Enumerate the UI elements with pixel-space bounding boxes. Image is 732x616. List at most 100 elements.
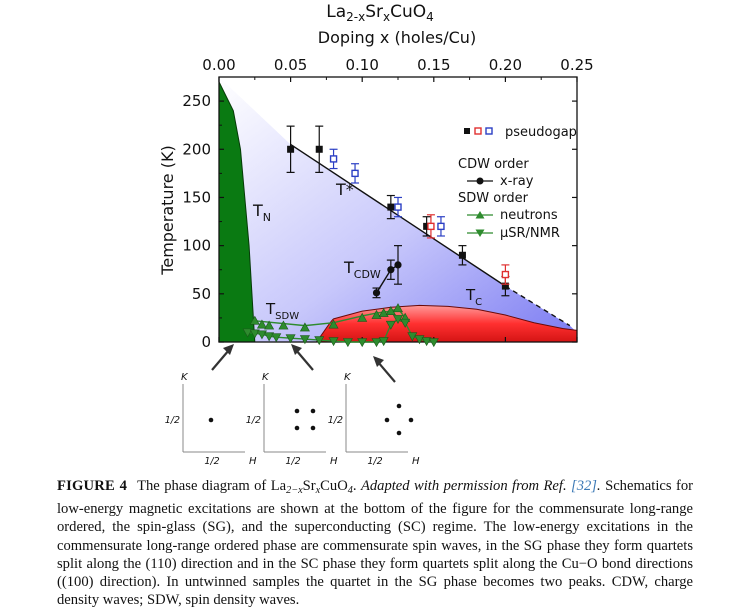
excitation-insets: K H 1/2 1/2 K H 1/2 1/2 K H 1/2 1/2 — [165, 372, 420, 467]
tstar-label: T* — [335, 180, 354, 199]
legend-marker-pseudogap-filled — [464, 128, 470, 134]
data-point-square — [287, 145, 295, 153]
inset-peak-dot — [294, 408, 300, 414]
legend-neutrons-label: neutrons — [500, 208, 558, 223]
data-point-circle — [394, 261, 402, 269]
plot-axes: 0.00 0.05 0.10 0.15 0.20 0.25 0 50 100 150 200 250 — [182, 56, 593, 351]
caption-ref-link[interactable]: [32] — [571, 478, 597, 494]
legend-neutrons-marker — [475, 211, 485, 219]
y-tick-label: 250 — [182, 92, 211, 110]
inset-k-tick-label: 1/2 — [328, 415, 343, 426]
data-point-triangle-down — [400, 318, 411, 328]
caption-sub-3: 4 — [347, 485, 353, 496]
x-tick-label: 0.25 — [560, 56, 593, 74]
data-point-circle — [387, 266, 395, 274]
data-point-triangle-down — [299, 335, 310, 345]
caption-text-1: The phase diagram of La — [137, 478, 287, 494]
data-point-triangle-up — [385, 306, 396, 315]
plot-marks — [242, 125, 510, 348]
tcdw-label: TCDW — [343, 258, 381, 281]
x-axis-label: Doping x (holes/Cu) — [318, 28, 476, 47]
inset-k-label: K — [262, 372, 270, 383]
inset-3: K H 1/2 1/2 — [328, 372, 420, 467]
data-point-triangle-up — [299, 322, 310, 332]
inset-peak-dot — [310, 425, 316, 431]
x-tick-label: 0.10 — [345, 56, 378, 74]
y-tick-label: 100 — [182, 237, 211, 255]
data-point-triangle-down — [271, 333, 282, 343]
data-point-triangle-up — [328, 319, 339, 329]
caption-body: Schematics for low-energy magnetic excit… — [57, 478, 693, 609]
x-tick-label: 0.05 — [274, 56, 307, 74]
data-point-triangle-down — [407, 332, 418, 342]
arrow-1-head — [223, 344, 234, 355]
data-point-triangle-down — [428, 338, 439, 348]
inset-1: K H 1/2 1/2 — [165, 372, 257, 467]
data-point-triangle-up — [278, 320, 289, 330]
figure-caption: FIGURE 4 The phase diagram of La2−xSrxCuO… — [57, 477, 693, 609]
x-tick-label: 0.00 — [202, 56, 235, 74]
data-point-open-square — [437, 222, 445, 231]
legend: pseudogap CDW order x-ray SDW order neut… — [458, 125, 577, 241]
data-point-triangle-up — [264, 320, 275, 330]
y-tick-label: 50 — [192, 285, 211, 303]
arrow-1 — [211, 349, 230, 371]
data-point-triangle-down — [342, 338, 353, 348]
inset-h-label: H — [412, 456, 420, 467]
data-point-triangle-up — [357, 312, 368, 322]
tn-label: TN — [252, 201, 271, 224]
caption-text-3: CuO — [320, 478, 348, 494]
tc-label: TC — [465, 286, 482, 308]
data-point-square — [501, 282, 509, 290]
y-tick-label: 0 — [201, 333, 211, 351]
data-point-open-square — [394, 203, 402, 211]
y-tick-label: 200 — [182, 140, 211, 158]
inset-h-tick-label: 1/2 — [367, 456, 382, 467]
inset-arrows — [211, 344, 396, 383]
inset-h-tick-label: 1/2 — [204, 456, 219, 467]
legend-cdw-header: CDW order — [458, 157, 529, 172]
inset-h-label: H — [330, 456, 338, 467]
data-point-square — [423, 222, 431, 230]
data-point-open-square — [329, 155, 338, 163]
data-point-triangle-down — [242, 328, 253, 338]
data-point-triangle-down — [421, 337, 432, 347]
inset-peak-dot — [396, 430, 402, 436]
legend-sdw-header: SDW order — [458, 191, 529, 206]
inset-k-tick-label: 1/2 — [246, 415, 261, 426]
tstar-dashed-extrapolation — [505, 285, 571, 327]
data-point-triangle-down — [256, 330, 267, 340]
y-tick-label: 150 — [182, 188, 211, 206]
data-point-triangle-down — [328, 337, 339, 347]
data-point-square — [315, 145, 323, 153]
x-tick-label: 0.15 — [417, 56, 450, 74]
data-point-triangle-down — [264, 332, 275, 342]
y-axis-label: Temperature (K) — [158, 145, 177, 275]
inset-peak-dot — [310, 408, 316, 414]
inset-peak-dot — [294, 425, 300, 431]
legend-marker-pseudogap-blue — [485, 127, 493, 135]
data-point-triangle-up — [371, 309, 382, 319]
data-point-open-square — [501, 270, 510, 279]
data-point-circle — [372, 289, 381, 297]
legend-xray-marker — [476, 177, 484, 185]
data-point-triangle-up — [392, 303, 404, 313]
data-point-triangle-down — [285, 334, 296, 344]
data-point-triangle-down — [392, 315, 404, 324]
tsdw-label: TSDW — [265, 300, 299, 322]
legend-musr-label: μSR/NMR — [500, 226, 560, 241]
phase-diagram-figure: La2-xSrxCuO4 Doping x (holes/Cu) Tempera… — [158, 2, 594, 467]
inset-h-tick-label: 1/2 — [285, 456, 300, 467]
data-point-triangle-up — [249, 315, 260, 325]
legend-xray-label: x-ray — [500, 174, 534, 189]
x-tick-label: 0.20 — [489, 56, 522, 74]
arrow-2-head — [291, 344, 302, 355]
data-point-triangle-up — [378, 307, 389, 317]
data-point-square — [387, 203, 395, 211]
data-point-square — [458, 251, 466, 259]
caption-adapted: Adapted with permission from Ref. — [360, 478, 572, 494]
data-point-open-square — [351, 169, 359, 178]
inset-2: K H 1/2 1/2 — [246, 372, 338, 467]
data-point-triangle-down — [378, 337, 389, 347]
caption-sub-1: 2−x — [286, 485, 303, 496]
